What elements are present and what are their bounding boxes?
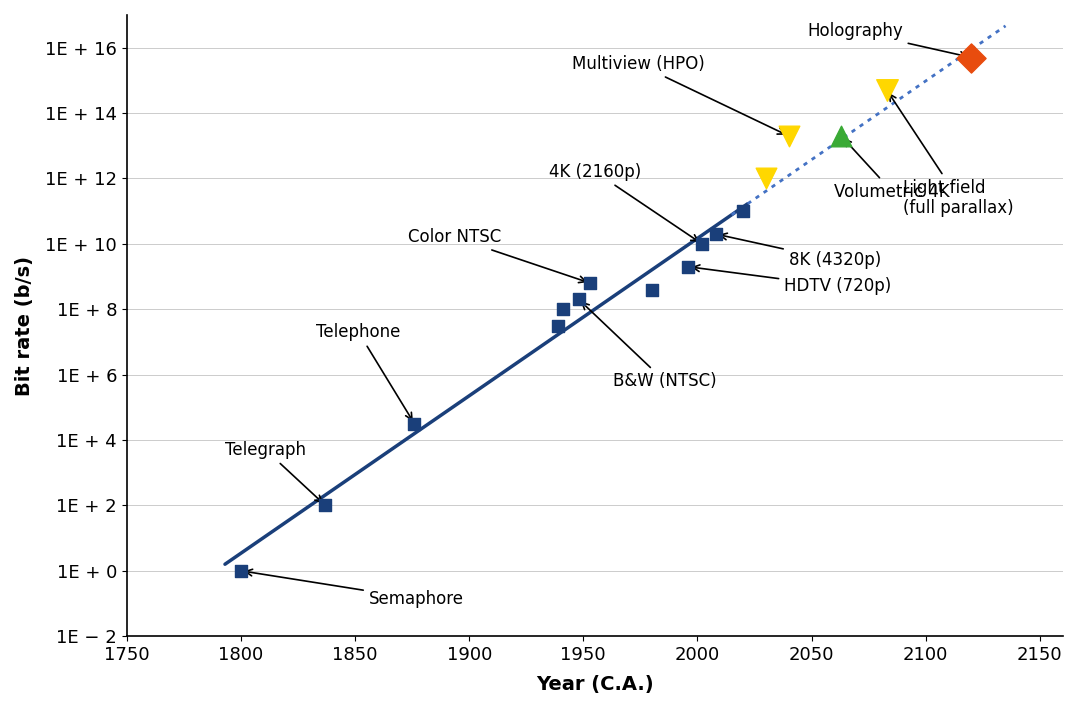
Text: Multiview (HPO): Multiview (HPO) bbox=[572, 55, 784, 134]
Point bbox=[757, 173, 774, 184]
Text: Color NTSC: Color NTSC bbox=[407, 228, 585, 283]
Point bbox=[581, 277, 598, 289]
Y-axis label: Bit rate (b/s): Bit rate (b/s) bbox=[15, 255, 33, 396]
Point bbox=[550, 320, 567, 331]
Point bbox=[833, 130, 850, 142]
Text: HDTV (720p): HDTV (720p) bbox=[693, 265, 891, 296]
Point bbox=[693, 238, 711, 250]
Text: Holography: Holography bbox=[807, 23, 967, 58]
Point bbox=[780, 130, 797, 142]
Text: Light field
(full parallax): Light field (full parallax) bbox=[890, 94, 1013, 218]
Text: Telephone: Telephone bbox=[316, 323, 411, 420]
Text: 4K (2160p): 4K (2160p) bbox=[549, 163, 698, 241]
Point bbox=[554, 303, 571, 315]
Point bbox=[316, 500, 334, 511]
Point bbox=[679, 261, 697, 272]
Point bbox=[232, 565, 249, 576]
Point bbox=[962, 52, 980, 63]
Text: Telegraph: Telegraph bbox=[225, 441, 322, 502]
Point bbox=[734, 206, 752, 217]
Point bbox=[878, 84, 895, 96]
Point bbox=[570, 294, 588, 305]
Point bbox=[707, 228, 725, 240]
Text: Semaphore: Semaphore bbox=[245, 569, 463, 608]
X-axis label: Year (C.A.): Year (C.A.) bbox=[536, 675, 653, 694]
Text: B&W (NTSC): B&W (NTSC) bbox=[582, 303, 717, 390]
Text: 8K (4320p): 8K (4320p) bbox=[720, 233, 881, 269]
Point bbox=[643, 284, 660, 295]
Point bbox=[406, 418, 423, 430]
Text: Volumetric 4K: Volumetric 4K bbox=[835, 140, 950, 201]
